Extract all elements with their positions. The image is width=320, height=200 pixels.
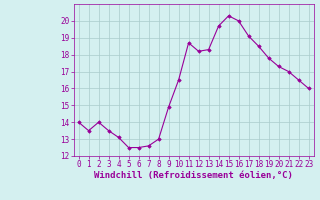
X-axis label: Windchill (Refroidissement éolien,°C): Windchill (Refroidissement éolien,°C) xyxy=(94,171,293,180)
